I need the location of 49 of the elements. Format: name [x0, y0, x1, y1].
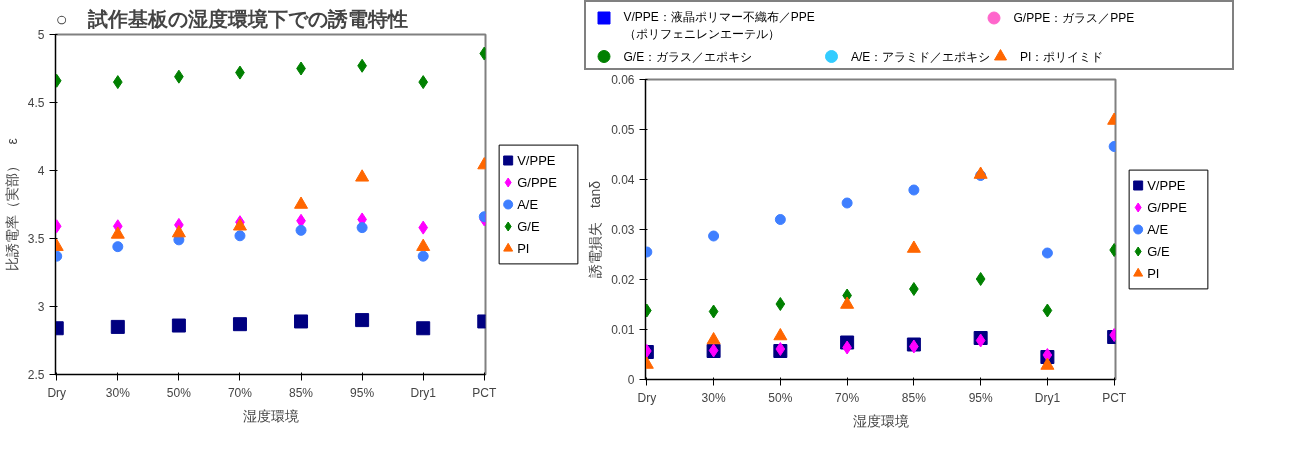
y-tick-label: 5: [37, 28, 45, 42]
y-tick-label: 0.01: [611, 323, 635, 337]
legend-label: G/E: [517, 219, 540, 234]
y-tick-label: 4: [37, 164, 45, 178]
x-tick-label: PCT: [472, 385, 497, 400]
y-tick-label: 2.5: [27, 368, 45, 382]
x-tick-label: 70%: [227, 385, 253, 400]
legend-label: A/E: [517, 197, 539, 212]
legend-label: PI: [1147, 266, 1160, 281]
x-axis-title: 湿度環境: [242, 407, 299, 424]
legend-label: V/PPE：液晶ポリマー不織布／PPE （ポリフェニレンエーテル）: [623, 10, 815, 41]
x-tick-label: 50%: [166, 385, 192, 400]
x-tick-label: 95%: [350, 385, 375, 400]
y-tick-label: 3.5: [27, 232, 45, 246]
y-axis-title: 誘電損失 tanδ: [587, 180, 604, 279]
x-tick-label: 95%: [968, 390, 993, 405]
x-tick-label: 30%: [701, 390, 726, 405]
legend-label: A/E: [1147, 222, 1169, 237]
legend-label: G/PPE: [517, 175, 558, 190]
legend-label: G/PPE：ガラス／PPE: [1013, 11, 1135, 25]
x-tick-label: 85%: [901, 390, 927, 405]
x-tick-label: Dry1: [1034, 390, 1061, 405]
x-tick-label: Dry: [637, 390, 657, 405]
y-tick-label: 0.03: [611, 223, 635, 237]
x-tick-label: 30%: [105, 385, 131, 400]
legend-label: A/E：アラミド／エポキシ: [851, 49, 991, 64]
y-tick-label: 0: [627, 373, 635, 387]
legend-label: PI：ポリイミド: [1020, 49, 1104, 64]
x-tick-label: Dry1: [410, 385, 437, 400]
y-tick-label: 0.04: [611, 173, 635, 187]
x-tick-label: 85%: [289, 385, 314, 400]
y-axis-title: 比誘電率（実部） ε: [3, 138, 20, 271]
x-tick-label: PCT: [1102, 390, 1127, 405]
x-tick-label: Dry: [47, 385, 67, 400]
y-tick-label: 4.5: [27, 96, 45, 110]
x-axis-title: 湿度環境: [852, 412, 909, 429]
x-tick-label: 70%: [835, 390, 860, 405]
legend-label: G/E：ガラス／エポキシ: [623, 49, 753, 64]
y-tick-label: 0.02: [611, 273, 635, 287]
x-tick-label: 50%: [768, 390, 793, 405]
legend-label: G/E: [1147, 244, 1170, 259]
y-tick-label: 0.05: [611, 123, 635, 137]
y-tick-label: 0.06: [611, 73, 635, 87]
legend-label: G/PPE: [1147, 200, 1188, 215]
legend-label: V/PPE: [517, 153, 556, 168]
legend-label: PI: [517, 241, 530, 256]
chart-title: ○ 試作基板の湿度環境下での誘電特性: [55, 7, 408, 30]
y-tick-label: 3: [37, 300, 45, 314]
legend-label: V/PPE: [1147, 178, 1186, 193]
